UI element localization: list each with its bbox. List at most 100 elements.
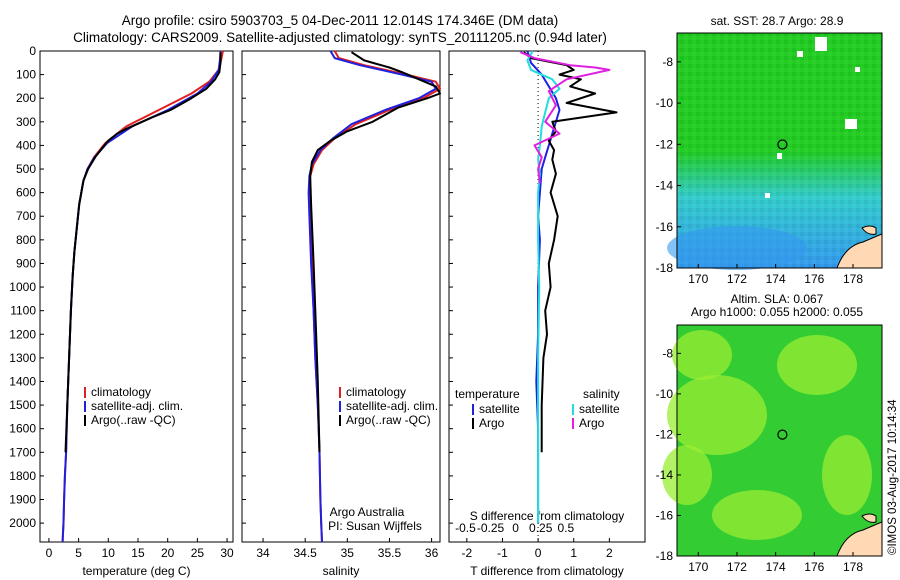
y-tick-label: 600: [16, 186, 36, 200]
map-lat-label: -10: [656, 387, 674, 401]
legend-entry: Argo(..raw -QC): [91, 413, 176, 427]
x-tick-label-1: 30: [220, 546, 234, 560]
map-lon-label: 170: [688, 272, 708, 286]
map-frame-sla: [676, 324, 883, 557]
map-lat-label: -18: [656, 549, 674, 563]
map-lon-label: 170: [688, 560, 708, 574]
y-tick-label: 1300: [9, 351, 36, 365]
y-tick-label: 200: [16, 91, 36, 105]
land-fiji: [836, 233, 883, 269]
cloud-gap: [777, 153, 782, 159]
x-tick-label-2: 34.5: [294, 546, 318, 560]
cloud-gap: [815, 37, 827, 51]
sla-high-patch: [777, 335, 857, 395]
top-x-tick-label: 0.25: [529, 521, 553, 535]
sla-high-patch: [822, 435, 872, 515]
y-tick-label: 900: [16, 256, 36, 270]
top-x-tick-label: -0.5: [455, 521, 476, 535]
legend-entry: Argo(..raw -QC): [346, 413, 431, 427]
y-tick-label: 700: [16, 209, 36, 223]
x-tick-label-3: 1: [570, 546, 577, 560]
annotation-line-1: Argo Australia: [330, 505, 405, 519]
legend-entry: Argo: [579, 416, 605, 430]
legend-entry: satellite-adj. clim.: [91, 399, 183, 413]
sla-high-patch: [667, 375, 767, 455]
map-lon-label: 172: [727, 272, 747, 286]
cloud-gap: [845, 119, 857, 129]
y-tick-label: 800: [16, 233, 36, 247]
cloud-gap: [765, 193, 770, 198]
cloud-gap: [855, 67, 860, 72]
map-lat-label: -10: [656, 96, 674, 110]
map-lon-label: 176: [804, 272, 824, 286]
map-lon-label: 174: [766, 560, 786, 574]
legend-entry: climatology: [91, 385, 151, 399]
series-line-3-2: [523, 51, 618, 453]
panel-frame-2: [241, 50, 441, 543]
x-tick-label-1: 10: [102, 546, 116, 560]
top-x-axis-label: S difference from climatology: [470, 509, 625, 523]
x-axis-label-3: T difference from climatology: [470, 564, 624, 578]
map-lat-label: -12: [656, 137, 674, 151]
sla-map-title-line2: Argo h1000: 0.055 h2000: 0.055: [690, 305, 864, 319]
y-tick-label: 300: [16, 115, 36, 129]
y-tick-label: 1000: [9, 280, 36, 294]
map-lat-label: -8: [662, 346, 673, 360]
map-lat-label: -14: [656, 468, 674, 482]
map-lat-label: -16: [656, 220, 674, 234]
y-tick-label: 1700: [9, 445, 36, 459]
map-lon-label: 174: [766, 272, 786, 286]
figure-title-line2: Climatology: CARS2009. Satellite-adjuste…: [73, 30, 607, 45]
y-tick-label: 1800: [9, 469, 36, 483]
map-lon-label: 178: [843, 272, 863, 286]
map-lat-label: -14: [656, 179, 674, 193]
legend-group-temperature: temperature: [455, 387, 520, 401]
sla-high-patch: [672, 330, 732, 380]
y-tick-label: 100: [16, 68, 36, 82]
y-tick-label: 400: [16, 138, 36, 152]
argo-position-marker: [777, 429, 788, 440]
x-tick-label-2: 34: [256, 546, 270, 560]
x-tick-label-2: 36: [425, 546, 439, 560]
sla-map-title-line1: Altim. SLA: 0.067: [730, 292, 824, 306]
y-tick-label: 2000: [9, 516, 36, 530]
x-tick-label-1: 15: [131, 546, 145, 560]
x-tick-label-2: 35.5: [378, 546, 402, 560]
x-tick-label-1: 25: [191, 546, 205, 560]
sla-high-patch: [662, 445, 712, 505]
series-line-2-3: [309, 51, 441, 453]
legend-entry: climatology: [346, 385, 406, 399]
series-line-3-4: [519, 51, 611, 184]
top-x-tick-label: 0.5: [557, 521, 574, 535]
land-islet: [861, 225, 877, 235]
x-tick-label-1: 20: [161, 546, 175, 560]
land-fiji: [836, 521, 883, 557]
sst-cool-patch: [667, 226, 807, 270]
series-line-1-3: [64, 52, 222, 453]
y-tick-label: 1100: [10, 304, 36, 318]
argo-position-marker: [777, 139, 788, 150]
legend-entry: satellite: [479, 402, 520, 416]
legend-entry: satellite: [579, 402, 620, 416]
land-islet: [861, 513, 877, 523]
annotation-line-2: PI: Susan Wijffels: [328, 519, 422, 533]
imos-timestamp: ©IMOS 03-Aug-2017 10:14:34: [887, 399, 899, 555]
y-tick-label: 1200: [9, 327, 36, 341]
x-tick-label-3: -1: [497, 546, 508, 560]
legend-group-salinity: salinity: [583, 387, 620, 401]
map-frame-sst: [676, 32, 883, 269]
top-x-tick-label: 0: [512, 521, 519, 535]
panel-frame-3: [448, 50, 646, 543]
map-lon-label: 172: [727, 560, 747, 574]
map-lat-label: -12: [656, 427, 674, 441]
map-lat-label: -8: [662, 55, 673, 69]
y-tick-label: 1600: [9, 422, 36, 436]
y-tick-label: 0: [29, 44, 36, 58]
y-tick-label: 1900: [9, 493, 36, 507]
x-tick-label-1: 0: [46, 546, 53, 560]
figure-title-line1: Argo profile: csiro 5903703_5 04-Dec-201…: [121, 13, 559, 28]
top-x-tick-label: -0.25: [477, 521, 505, 535]
sst-map-title: sat. SST: 28.7 Argo: 28.9: [710, 14, 844, 28]
